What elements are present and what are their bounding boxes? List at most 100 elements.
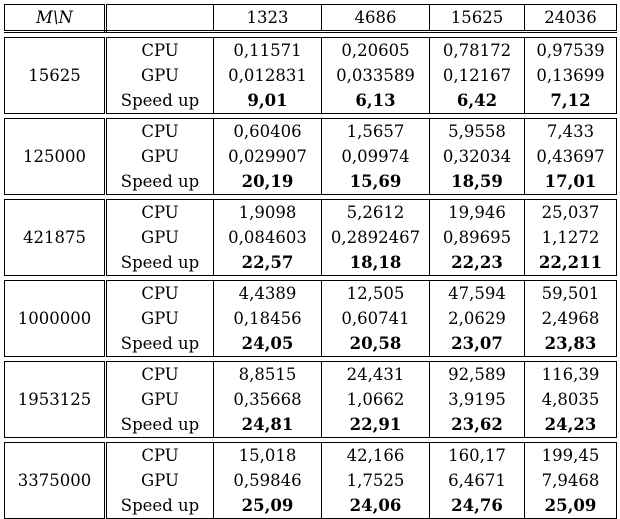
timing-cell: 59,501: [524, 280, 617, 306]
timing-cell: 42,166: [321, 442, 430, 468]
speedup-cell: 7,12: [524, 88, 617, 114]
timing-cell: 12,505: [321, 280, 430, 306]
table-row: GPU 0,35668 1,0662 3,9195 4,8035: [5, 387, 617, 412]
timing-cell: 0,11571: [213, 37, 322, 63]
timing-cell: 0,60741: [321, 306, 430, 331]
row-label: CPU: [105, 37, 214, 63]
timing-cell: 0,2892467: [321, 225, 430, 250]
table-row: GPU 0,012831 0,033589 0,12167 0,13699: [5, 63, 617, 88]
group-m-value: 1953125: [4, 361, 107, 438]
row-label: CPU: [105, 442, 214, 468]
row-label: CPU: [105, 199, 214, 225]
speedup-cell: 20,58: [321, 331, 430, 357]
timing-cell: 7,433: [524, 118, 617, 144]
timing-cell: 1,1272: [524, 225, 617, 250]
timing-cell: 0,43697: [524, 144, 617, 169]
table-row: GPU 0,084603 0,2892467 0,89695 1,1272: [5, 225, 617, 250]
results-table-container: M\N 1323 4686 15625 24036 15625 CPU 0,1157…: [4, 4, 617, 519]
table-row: 421875 CPU 1,9098 5,2612 19,946 25,037: [4, 199, 617, 276]
timing-cell: 8,8515: [213, 361, 322, 387]
column-header: 24036: [524, 4, 617, 33]
table-row: 3375000 CPU 15,018 42,166 160,17 199,45: [4, 442, 617, 519]
timing-cell: 0,033589: [321, 63, 430, 88]
speedup-cell: 20,19: [213, 169, 322, 195]
row-label: GPU: [105, 468, 214, 493]
timing-cell: 0,09974: [321, 144, 430, 169]
speedup-cell: 6,13: [321, 88, 430, 114]
table-row: Speed up 9,01 6,13 6,42 7,12: [5, 88, 617, 114]
row-label: CPU: [105, 361, 214, 387]
table-row: Speed up 22,57 18,18 22,23 22,211: [5, 250, 617, 276]
timing-cell: 1,9098: [213, 199, 322, 225]
speedup-cell: 18,18: [321, 250, 430, 276]
row-label: GPU: [105, 225, 214, 250]
timing-cell: 25,037: [524, 199, 617, 225]
row-label: GPU: [105, 306, 214, 331]
table-row: 1953125 CPU 8,8515 24,431 92,589 116,39: [4, 361, 617, 438]
timing-cell: 0,89695: [429, 225, 525, 250]
speedup-cell: 25,09: [524, 493, 617, 519]
results-table: M\N 1323 4686 15625 24036 15625 CPU 0,1157…: [4, 4, 617, 519]
row-label: Speed up: [105, 493, 214, 519]
speedup-cell: 23,83: [524, 331, 617, 357]
speedup-cell: 22,57: [213, 250, 322, 276]
speedup-cell: 22,91: [321, 412, 430, 438]
row-label: Speed up: [105, 412, 214, 438]
speedup-cell: 24,05: [213, 331, 322, 357]
timing-cell: 5,2612: [321, 199, 430, 225]
table-row: 1000000 CPU 4,4389 12,505 47,594 59,501: [4, 280, 617, 357]
row-label: GPU: [105, 144, 214, 169]
timing-cell: 0,13699: [524, 63, 617, 88]
speedup-cell: 6,42: [429, 88, 525, 114]
timing-cell: 116,39: [524, 361, 617, 387]
table-row: GPU 0,18456 0,60741 2,0629 2,4968: [5, 306, 617, 331]
timing-cell: 0,084603: [213, 225, 322, 250]
column-header: 15625: [429, 4, 525, 33]
timing-cell: 19,946: [429, 199, 525, 225]
corner-header: M\N: [4, 4, 107, 33]
timing-cell: 1,0662: [321, 387, 430, 412]
speedup-cell: 23,62: [429, 412, 525, 438]
speedup-cell: 24,76: [429, 493, 525, 519]
row-label: Speed up: [105, 169, 214, 195]
speedup-cell: 17,01: [524, 169, 617, 195]
timing-cell: 0,12167: [429, 63, 525, 88]
timing-cell: 0,029907: [213, 144, 322, 169]
row-label: GPU: [105, 387, 214, 412]
timing-cell: 47,594: [429, 280, 525, 306]
column-header: 1323: [213, 4, 322, 33]
timing-cell: 2,0629: [429, 306, 525, 331]
timing-cell: 3,9195: [429, 387, 525, 412]
speedup-cell: 24,06: [321, 493, 430, 519]
table-row: GPU 0,59846 1,7525 6,4671 7,9468: [5, 468, 617, 493]
table-row: 125000 CPU 0,60406 1,5657 5,9558 7,433: [4, 118, 617, 195]
timing-cell: 0,60406: [213, 118, 322, 144]
timing-cell: 0,97539: [524, 37, 617, 63]
timing-cell: 7,9468: [524, 468, 617, 493]
timing-cell: 24,431: [321, 361, 430, 387]
timing-cell: 15,018: [213, 442, 322, 468]
timing-cell: 160,17: [429, 442, 525, 468]
timing-cell: 6,4671: [429, 468, 525, 493]
row-label: Speed up: [105, 331, 214, 357]
timing-cell: 1,5657: [321, 118, 430, 144]
speedup-cell: 22,211: [524, 250, 617, 276]
speedup-cell: 25,09: [213, 493, 322, 519]
table-body: M\N 1323 4686 15625 24036 15625 CPU 0,1157…: [4, 4, 617, 519]
timing-cell: 2,4968: [524, 306, 617, 331]
header-row: M\N 1323 4686 15625 24036: [4, 4, 617, 33]
timing-cell: 0,18456: [213, 306, 322, 331]
label-header: [105, 4, 214, 33]
group-m-value: 421875: [4, 199, 107, 276]
timing-cell: 0,20605: [321, 37, 430, 63]
table-row: Speed up 24,81 22,91 23,62 24,23: [5, 412, 617, 438]
column-header: 4686: [321, 4, 430, 33]
group-m-value: 3375000: [4, 442, 107, 519]
timing-cell: 0,78172: [429, 37, 525, 63]
group-m-value: 125000: [4, 118, 107, 195]
timing-cell: 0,32034: [429, 144, 525, 169]
row-label: Speed up: [105, 250, 214, 276]
table-row: Speed up 20,19 15,69 18,59 17,01: [5, 169, 617, 195]
timing-cell: 0,59846: [213, 468, 322, 493]
table-row: 15625 CPU 0,11571 0,20605 0,78172 0,97539: [4, 37, 617, 114]
